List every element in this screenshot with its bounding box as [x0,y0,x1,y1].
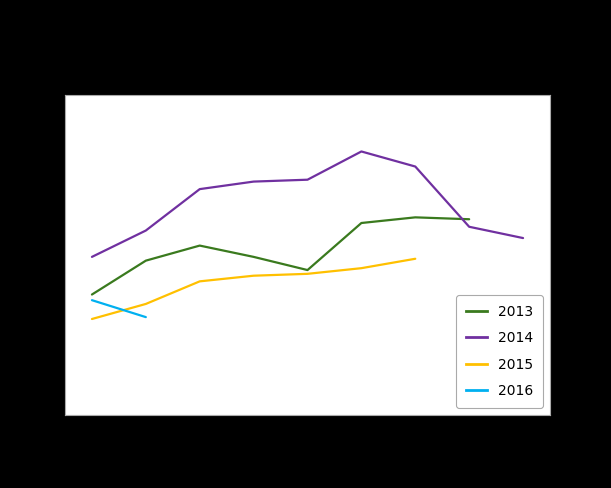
2013 [357,220,365,226]
2016 [88,297,95,303]
2014 [412,163,419,169]
2014 [519,235,527,241]
Line: 2015: 2015 [92,259,415,319]
2013 [412,214,419,220]
2014 [357,148,365,154]
2014 [250,179,257,184]
2014 [88,254,95,260]
Line: 2013: 2013 [92,217,469,295]
2013 [304,267,311,273]
2014 [142,227,150,233]
Line: 2016: 2016 [92,300,146,317]
2013 [142,258,150,264]
2014 [196,186,203,192]
2015 [142,301,150,307]
2013 [250,254,257,260]
2013 [196,243,203,248]
Line: 2014: 2014 [92,151,523,257]
2015 [304,271,311,277]
2014 [466,224,473,230]
2013 [466,216,473,222]
2015 [250,273,257,279]
Legend: 2013, 2014, 2015, 2016: 2013, 2014, 2015, 2016 [456,295,543,408]
2013 [88,292,95,298]
2016 [142,314,150,320]
2014 [304,177,311,183]
2015 [412,256,419,262]
2015 [196,279,203,285]
2015 [357,265,365,271]
2015 [88,316,95,322]
